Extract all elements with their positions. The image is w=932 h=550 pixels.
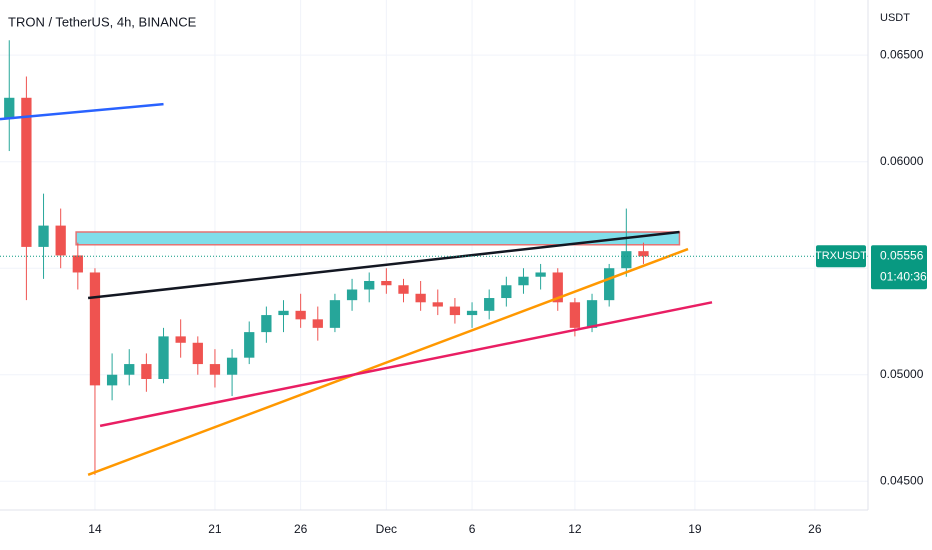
- x-tick-label: Dec: [376, 522, 397, 536]
- x-tick-label: 26: [294, 522, 308, 536]
- x-tick-label: 14: [88, 522, 102, 536]
- x-tick-label: 26: [808, 522, 822, 536]
- symbol-tag: [816, 245, 866, 268]
- candle-body: [4, 97, 15, 120]
- y-tick-label: 0.05000: [880, 367, 924, 381]
- trend-line: [87, 247, 689, 477]
- candle-body: [501, 285, 512, 299]
- candle-body: [89, 272, 101, 386]
- candle-body: [638, 251, 649, 257]
- y-tick-label: 0.06500: [880, 47, 924, 61]
- candle-body: [295, 310, 306, 320]
- candle-body: [244, 332, 255, 358]
- x-tick-label: 12: [568, 522, 582, 536]
- candle-body: [175, 336, 186, 343]
- x-tick-label: 21: [208, 522, 222, 536]
- trend-line: [87, 230, 680, 300]
- countdown-label: 01:40:36: [880, 269, 927, 283]
- candle-body: [21, 97, 32, 247]
- chart-title: TRON / TetherUS, 4h, BINANCE: [8, 14, 197, 29]
- trend-line: [0, 102, 164, 121]
- candle-body: [346, 289, 358, 301]
- candle-body: [329, 300, 341, 328]
- candle-body: [226, 357, 238, 375]
- price-label: 0.05556: [880, 248, 924, 262]
- candle-body: [278, 310, 289, 316]
- y-tick-label: 0.06000: [880, 154, 924, 168]
- candle-body: [261, 315, 272, 333]
- candle-body: [124, 364, 135, 375]
- candle-body: [312, 319, 323, 328]
- candle-body: [432, 302, 443, 307]
- price-tag: [871, 245, 927, 290]
- candle-body: [106, 374, 118, 386]
- y-tick-label: 0.04500: [880, 473, 924, 487]
- candle-body: [72, 255, 83, 273]
- candle-body: [141, 364, 152, 379]
- candle-body: [586, 300, 598, 328]
- candle-body: [535, 272, 546, 277]
- candle-body: [381, 280, 392, 286]
- candle-body: [552, 272, 563, 303]
- candle-body: [55, 225, 66, 256]
- candle-body: [569, 302, 581, 328]
- candle-body: [192, 342, 203, 365]
- symbol-label: TRXUSDT: [815, 250, 867, 262]
- candle-body: [621, 251, 632, 269]
- candle-body: [38, 225, 49, 247]
- x-tick-label: 6: [469, 522, 476, 536]
- candle-body: [518, 276, 529, 286]
- zone: [75, 231, 681, 246]
- candle-body: [449, 306, 461, 316]
- candle-body: [364, 280, 375, 290]
- candle-body: [604, 268, 615, 301]
- trend-line: [99, 301, 713, 428]
- candle-body: [158, 336, 169, 379]
- candle-body: [415, 293, 426, 303]
- x-tick-label: 19: [688, 522, 702, 536]
- candle-body: [398, 285, 409, 294]
- candle-body: [484, 298, 495, 311]
- candle-body: [209, 364, 221, 375]
- y-unit: USDT: [880, 12, 910, 24]
- candle-body: [466, 310, 478, 316]
